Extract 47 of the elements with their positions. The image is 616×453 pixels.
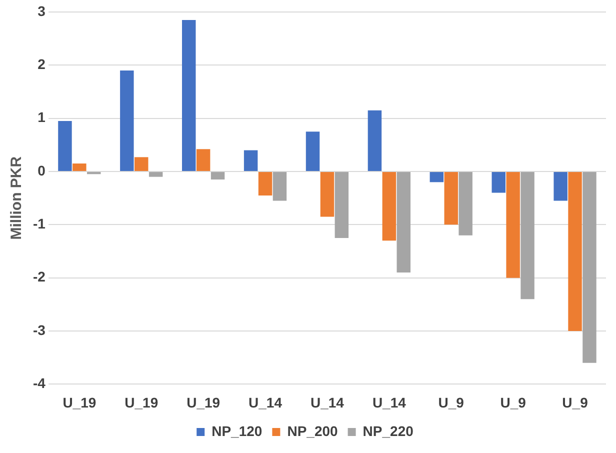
x-tick-label: U_9 — [438, 394, 464, 410]
x-tick-label: U_14 — [310, 394, 344, 410]
legend-label: NP_200 — [287, 422, 338, 439]
x-tick-label: U_9 — [500, 394, 526, 410]
bar — [258, 172, 272, 196]
x-tick-label: U_14 — [372, 394, 406, 410]
y-tick-label: 2 — [38, 56, 46, 72]
x-tick-label: U_9 — [562, 394, 588, 410]
y-tick-label: 1 — [38, 109, 46, 126]
bar — [458, 172, 472, 236]
bar — [134, 157, 148, 172]
x-tick-label: U_19 — [186, 394, 220, 410]
bar — [334, 172, 349, 238]
bar — [320, 172, 334, 217]
bar — [582, 172, 596, 363]
y-tick-label: -2 — [32, 268, 46, 285]
x-tick-label: U_19 — [124, 394, 158, 410]
legend-label: NP_220 — [362, 422, 414, 439]
bar — [568, 172, 582, 332]
bar — [520, 172, 534, 300]
y-tick-label: -3 — [32, 322, 46, 338]
x-tick-label: U_14 — [248, 394, 282, 410]
y-tick-label: 3 — [38, 2, 46, 19]
bar — [182, 20, 196, 172]
bar — [382, 172, 396, 241]
bar — [396, 172, 410, 273]
legend-label: NP_120 — [212, 422, 262, 439]
bar — [120, 70, 134, 172]
y-tick-label: -1 — [32, 216, 46, 232]
y-tick-label: 0 — [38, 162, 46, 178]
bar — [210, 172, 225, 180]
bar — [368, 110, 382, 172]
bar — [272, 172, 287, 201]
bar — [492, 172, 506, 193]
bar — [444, 172, 458, 225]
y-tick-label: -4 — [32, 375, 46, 392]
bar — [72, 164, 86, 172]
bar — [506, 172, 520, 278]
y-axis-title: Million PKR — [8, 156, 26, 240]
x-tick-label: U_19 — [62, 394, 96, 410]
bar — [244, 150, 258, 172]
bar — [58, 121, 72, 172]
bar — [196, 149, 210, 172]
bar — [554, 172, 568, 201]
bar — [430, 172, 444, 182]
bar — [148, 172, 163, 177]
bar — [306, 132, 320, 172]
